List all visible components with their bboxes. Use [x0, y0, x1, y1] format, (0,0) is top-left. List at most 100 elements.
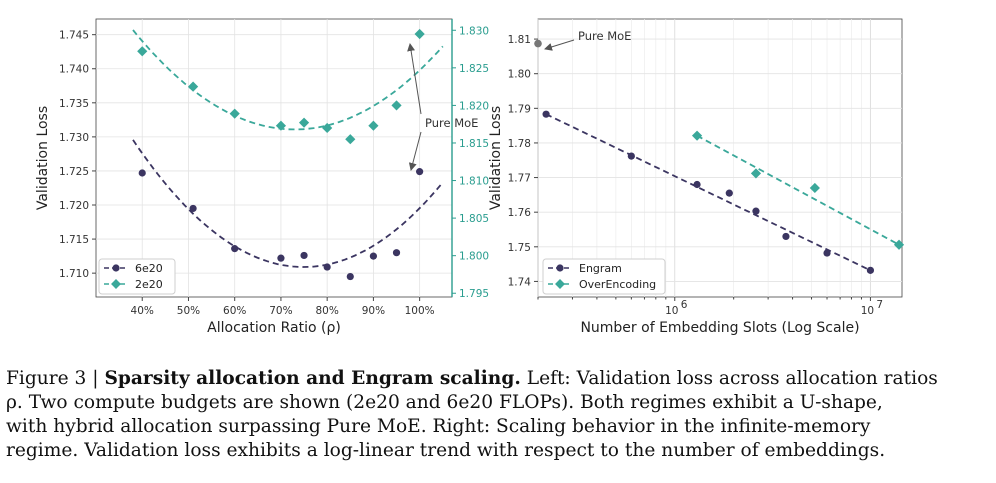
point-Engram [693, 180, 701, 189]
legend-marker-engram [556, 264, 564, 272]
left-annotation-pure-moe: Pure MoE [425, 116, 478, 130]
caption-line-1: Left: Validation loss across allocation … [520, 368, 938, 389]
point-6e20 [346, 272, 354, 281]
point-6e20 [300, 251, 308, 260]
right-annotation-pure-moe: Pure MoE [578, 29, 631, 43]
fit-line-OverEncoding [696, 134, 900, 246]
right-y-axis-label: Validation Loss [488, 106, 504, 210]
legend-label-6e20: 6e20 [135, 262, 163, 275]
point-OverEncoding [691, 130, 703, 141]
left-y2-tick-label: 1.825 [459, 63, 489, 75]
right-x-tick-exponent: 6 [681, 299, 688, 311]
point-6e20 [416, 168, 424, 176]
point-Engram [823, 249, 831, 257]
right-y-tick-label: 1.81 [508, 34, 531, 46]
caption-line-3: with hybrid allocation surpassing Pure M… [6, 416, 871, 437]
point-6e20 [392, 249, 401, 257]
right-annotation-arrow [544, 39, 575, 51]
caption-line-2: ρ. Two compute budgets are shown (2e20 a… [6, 392, 883, 413]
right-plot-area [537, 18, 903, 298]
left-y2-tick-label: 1.810 [459, 176, 489, 188]
left-x-axis-label: Allocation Ratio (ρ) [207, 320, 341, 336]
left-y-tick-label: 1.725 [59, 166, 89, 178]
right-y-tick-label: 1.76 [508, 207, 532, 219]
left-y-tick-label: 1.735 [59, 98, 89, 110]
point-2e20 [137, 46, 148, 57]
caption-line-4: regime. Validation loss exhibits a log-l… [6, 440, 886, 461]
left-gridlines [96, 19, 452, 297]
point-2e20 [187, 81, 199, 92]
right-y-tick-label: 1.77 [508, 173, 531, 185]
left-y-tick-label: 1.710 [59, 268, 89, 280]
left-x-tick-label: 90% [362, 305, 385, 317]
figure-caption: Figure 3 | Sparsity allocation and Engra… [6, 367, 990, 463]
left-y-axis-label: Validation Loss [35, 106, 51, 210]
point-6e20 [369, 252, 378, 260]
right-legend: Engram OverEncoding [542, 258, 666, 295]
caption-label: Figure 3 | [6, 368, 105, 389]
left-x-tick-label: 60% [223, 305, 246, 317]
left-chart: 40% 50% 60% 70% 80% 90% 100% 1.7101.7151.7201.… [35, 18, 489, 336]
point-Engram [725, 189, 733, 197]
left-x-ticks: 40% 50% 60% 70% 80% 90% 100% [131, 297, 435, 317]
point-2e20 [368, 120, 379, 131]
point-2e20 [391, 100, 402, 111]
left-plot-area [95, 18, 453, 298]
left-x-tick-label: 40% [131, 305, 154, 317]
left-legend: 6e20 2e20 [98, 258, 176, 295]
point-6e20 [138, 169, 146, 177]
right-y-tick-label: 1.79 [508, 103, 531, 115]
point-6e20 [231, 245, 239, 253]
right-y-ticks: 1.74 1.75 1.76 1.77 1.78 1.79 1.80 1.81 [508, 34, 538, 288]
right-x-ticks: 10 6 10 7 [537, 297, 883, 317]
left-y-tick-label: 1.745 [59, 30, 89, 42]
left-y2-tick-label: 1.820 [459, 100, 489, 112]
left-y2-tick-label: 1.795 [459, 288, 489, 300]
left-y-tick-label: 1.715 [59, 234, 89, 246]
point-Engram [542, 110, 550, 118]
right-x-tick-exponent: 7 [876, 299, 883, 311]
left-y-tick-label: 1.730 [59, 132, 89, 144]
left-x-tick-label: 80% [315, 305, 338, 317]
right-data-points [534, 39, 905, 274]
point-pure-moe [534, 39, 542, 48]
right-gridlines [537, 19, 902, 297]
left-y2-tick-label: 1.805 [459, 213, 489, 225]
right-chart: 10 6 10 7 1.741.751.761.771.781.791.801.81 … [488, 18, 905, 336]
left-annotation-arrow-up [407, 43, 422, 115]
left-y2-tick-label: 1.830 [459, 25, 489, 37]
right-legend-box [542, 258, 666, 295]
legend-label-2e20: 2e20 [135, 278, 163, 291]
point-6e20 [323, 263, 331, 271]
right-x-tick-label: 10 [665, 305, 678, 317]
point-2e20 [414, 28, 425, 40]
point-Engram [866, 266, 875, 274]
point-Engram [782, 232, 790, 241]
caption-title: Sparsity allocation and Engram scaling. [104, 368, 521, 389]
right-fit-lines [545, 113, 900, 272]
left-y-tick-label: 1.740 [59, 64, 89, 76]
left-annotation-arrow-down [408, 131, 422, 171]
right-x-tick-label: 10 [861, 305, 874, 317]
legend-label-overencoding: OverEncoding [579, 278, 656, 291]
left-x-tick-label: 70% [269, 305, 292, 317]
right-y-tick-label: 1.78 [508, 138, 531, 150]
point-6e20 [189, 204, 197, 213]
left-y-tick-label: 1.720 [59, 200, 89, 212]
fit-curve-6e20 [132, 139, 444, 268]
figure-canvas: 40% 50% 60% 70% 80% 90% 100% 1.7101.7151.7201.… [35, 18, 905, 336]
left-fit-curves [132, 29, 444, 268]
legend-marker-overencoding [555, 279, 565, 289]
legend-marker-6e20 [112, 264, 120, 272]
right-x-axis-label: Number of Embedding Slots (Log Scale) [580, 320, 859, 336]
left-y2-tick-label: 1.800 [459, 251, 489, 263]
right-y-tick-label: 1.74 [508, 276, 532, 288]
right-y-tick-label: 1.80 [508, 69, 531, 81]
right-y-tick-label: 1.75 [508, 242, 531, 254]
legend-label-engram: Engram [579, 262, 622, 275]
point-6e20 [277, 254, 285, 262]
left-x-tick-label: 50% [177, 305, 200, 317]
left-y2-tick-label: 1.815 [459, 138, 489, 150]
point-Engram [752, 207, 760, 215]
point-Engram [627, 152, 635, 160]
